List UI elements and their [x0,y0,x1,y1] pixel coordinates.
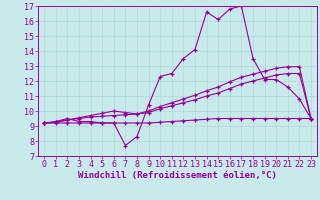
X-axis label: Windchill (Refroidissement éolien,°C): Windchill (Refroidissement éolien,°C) [78,171,277,180]
